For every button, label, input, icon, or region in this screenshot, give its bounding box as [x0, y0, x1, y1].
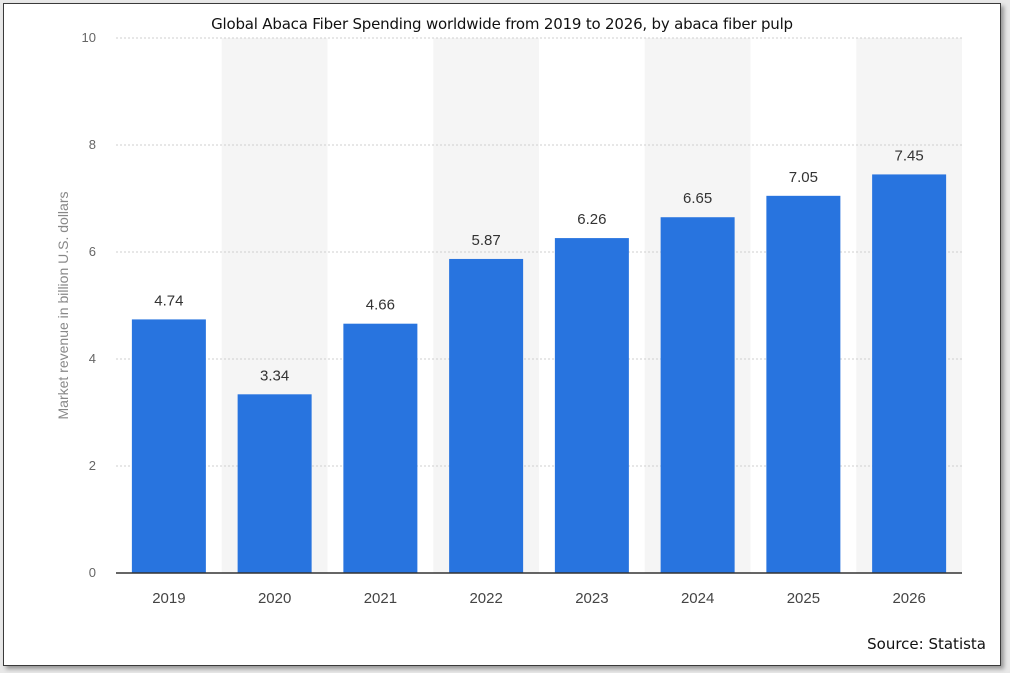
category-labels: 2019 2020 2021 2022 2023 2024 2025 2026 [152, 590, 926, 607]
source-note: Source: Statista [867, 635, 986, 653]
bar[interactable] [449, 258, 524, 573]
bar[interactable] [131, 319, 206, 573]
data-label: 3.34 [260, 367, 289, 384]
data-label: 6.26 [577, 211, 606, 228]
data-label: 5.87 [472, 232, 501, 249]
y-tick-label: 10 [82, 30, 96, 45]
bar[interactable] [660, 217, 735, 573]
data-label: 4.74 [154, 292, 183, 309]
bar[interactable] [872, 174, 947, 574]
bar[interactable] [766, 195, 841, 573]
y-tick-label: 2 [89, 458, 96, 473]
data-label: 6.65 [683, 190, 712, 207]
bars [131, 174, 947, 574]
chart-title: Global Abaca Fiber Spending worldwide fr… [211, 15, 793, 33]
data-label: 4.66 [366, 297, 395, 314]
y-tick-label: 0 [89, 565, 96, 580]
y-tick-labels: 0 2 4 6 8 10 [82, 30, 96, 580]
data-label: 7.45 [895, 147, 924, 164]
x-tick-label: 2024 [681, 590, 714, 607]
x-tick-label: 2023 [575, 590, 608, 607]
x-tick-label: 2020 [258, 590, 291, 607]
y-axis-title: Market revenue in billion U.S. dollars [55, 192, 71, 420]
data-labels: 4.74 3.34 4.66 5.87 6.26 6.65 7.05 7.45 [154, 147, 923, 384]
x-tick-label: 2025 [787, 590, 820, 607]
x-tick-label: 2022 [469, 590, 502, 607]
x-tick-label: 2019 [152, 590, 185, 607]
bar[interactable] [343, 323, 418, 573]
x-tick-label: 2021 [364, 590, 397, 607]
y-tick-label: 4 [89, 351, 96, 366]
bar[interactable] [237, 394, 312, 573]
data-label: 7.05 [789, 169, 818, 186]
y-tick-label: 6 [89, 244, 96, 259]
x-tick-label: 2026 [892, 590, 925, 607]
bar[interactable] [554, 238, 629, 573]
y-tick-label: 8 [89, 137, 96, 152]
